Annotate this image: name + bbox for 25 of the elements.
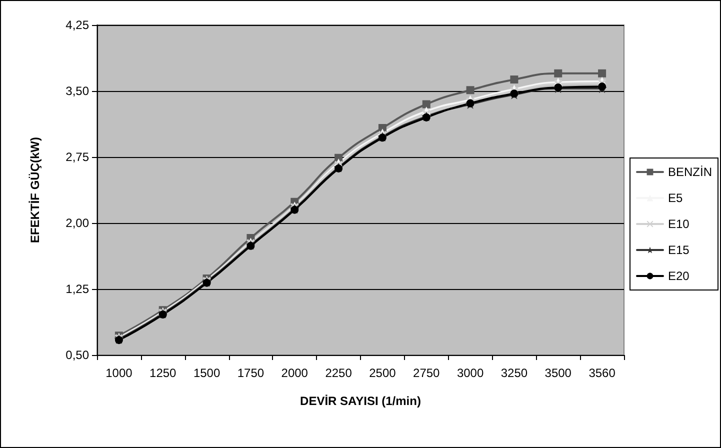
x-tick-label: 1250 bbox=[150, 366, 177, 380]
y-tick-label: 0,50 bbox=[66, 348, 90, 362]
y-tick-label: 2,75 bbox=[66, 150, 90, 164]
legend-label: E5 bbox=[668, 191, 683, 205]
legend-label: E15 bbox=[668, 243, 690, 257]
x-tick-label: 2250 bbox=[325, 366, 352, 380]
legend-label: BENZİN bbox=[668, 165, 712, 179]
x-tick-label: 1500 bbox=[193, 366, 220, 380]
x-tick-label: 3500 bbox=[544, 366, 572, 380]
x-tick-label: 2500 bbox=[369, 366, 396, 380]
y-tick-label: 3,50 bbox=[66, 84, 90, 98]
x-tick-label: 1750 bbox=[237, 366, 264, 380]
y-tick-label: 2,00 bbox=[66, 216, 90, 230]
x-axis-title: DEVİR SAYISI (1/min) bbox=[300, 394, 421, 408]
x-tick-label: 1000 bbox=[106, 366, 133, 380]
x-tick-label: 2000 bbox=[281, 366, 308, 380]
y-axis-title: EFEKTİF GÜÇ(kW) bbox=[28, 137, 42, 243]
x-tick-label: 3250 bbox=[500, 366, 528, 380]
x-tick-label: 3560 bbox=[588, 366, 616, 380]
legend-label: E10 bbox=[668, 217, 690, 231]
x-tick-label: 3000 bbox=[456, 366, 484, 380]
y-tick-label: 4,25 bbox=[66, 18, 90, 32]
x-tick-label: 2750 bbox=[413, 366, 440, 380]
y-tick-label: 1,25 bbox=[66, 282, 90, 296]
legend-label: E20 bbox=[668, 269, 690, 283]
